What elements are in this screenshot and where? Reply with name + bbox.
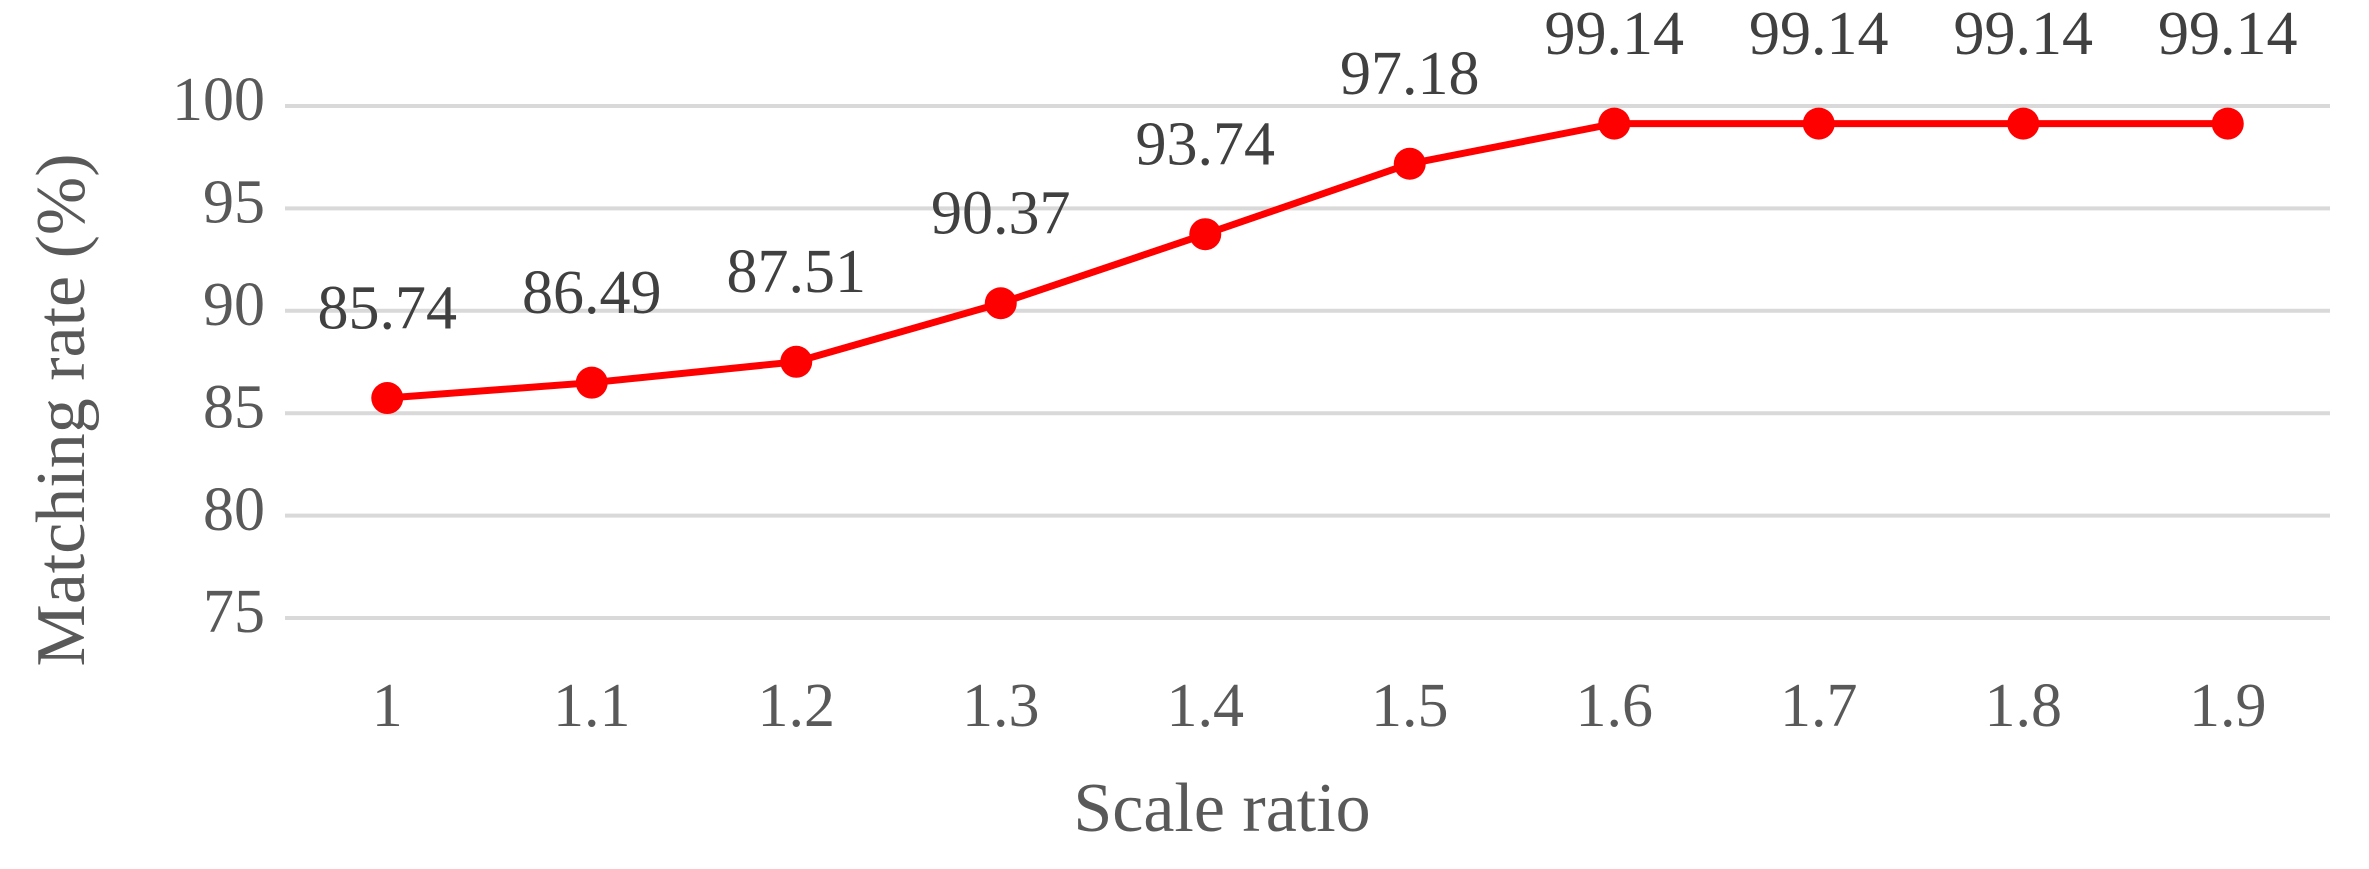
x-tick-label: 1.6 xyxy=(1576,672,1654,740)
data-label: 93.74 xyxy=(1136,110,1276,178)
x-tick-label: 1.3 xyxy=(962,672,1040,740)
marker xyxy=(2007,107,2040,140)
x-tick-label: 1.7 xyxy=(1780,672,1858,740)
data-label: 86.49 xyxy=(522,259,662,327)
x-axis-title: Scale ratio xyxy=(1073,770,1370,847)
y-tick-label: 90 xyxy=(203,271,265,339)
marker xyxy=(575,366,608,399)
y-tick-label: 100 xyxy=(172,66,265,134)
x-tick-label: 1.9 xyxy=(2189,672,2267,740)
y-axis-title: Matching rate (%) xyxy=(23,153,100,666)
marker xyxy=(1393,147,1426,180)
data-label: 99.14 xyxy=(1545,0,1685,68)
marker xyxy=(1802,107,1835,140)
y-tick-label: 95 xyxy=(203,169,265,237)
marker xyxy=(2211,107,2244,140)
x-tick-label: 1 xyxy=(372,672,403,740)
marker xyxy=(371,382,404,415)
x-tick-label: 1.5 xyxy=(1371,672,1449,740)
x-tick-label: 1.2 xyxy=(758,672,836,740)
data-label: 99.14 xyxy=(1749,0,1889,68)
y-tick-label: 75 xyxy=(203,578,265,646)
data-label: 97.18 xyxy=(1340,40,1480,108)
x-tick-label: 1.4 xyxy=(1167,672,1245,740)
data-line xyxy=(386,120,2228,402)
marker xyxy=(780,345,813,378)
data-label: 85.74 xyxy=(318,274,458,342)
y-tick-label: 85 xyxy=(203,373,265,441)
x-tick-label: 1.1 xyxy=(553,672,631,740)
data-label: 99.14 xyxy=(2158,0,2298,68)
marker xyxy=(1598,107,1631,140)
data-label: 99.14 xyxy=(1954,0,2094,68)
y-tick-label: 80 xyxy=(203,476,265,544)
data-label: 87.51 xyxy=(727,238,867,306)
x-tick-label: 1.8 xyxy=(1985,672,2063,740)
marker xyxy=(1189,218,1222,251)
data-label: 90.37 xyxy=(931,179,1071,247)
marker xyxy=(984,287,1017,320)
